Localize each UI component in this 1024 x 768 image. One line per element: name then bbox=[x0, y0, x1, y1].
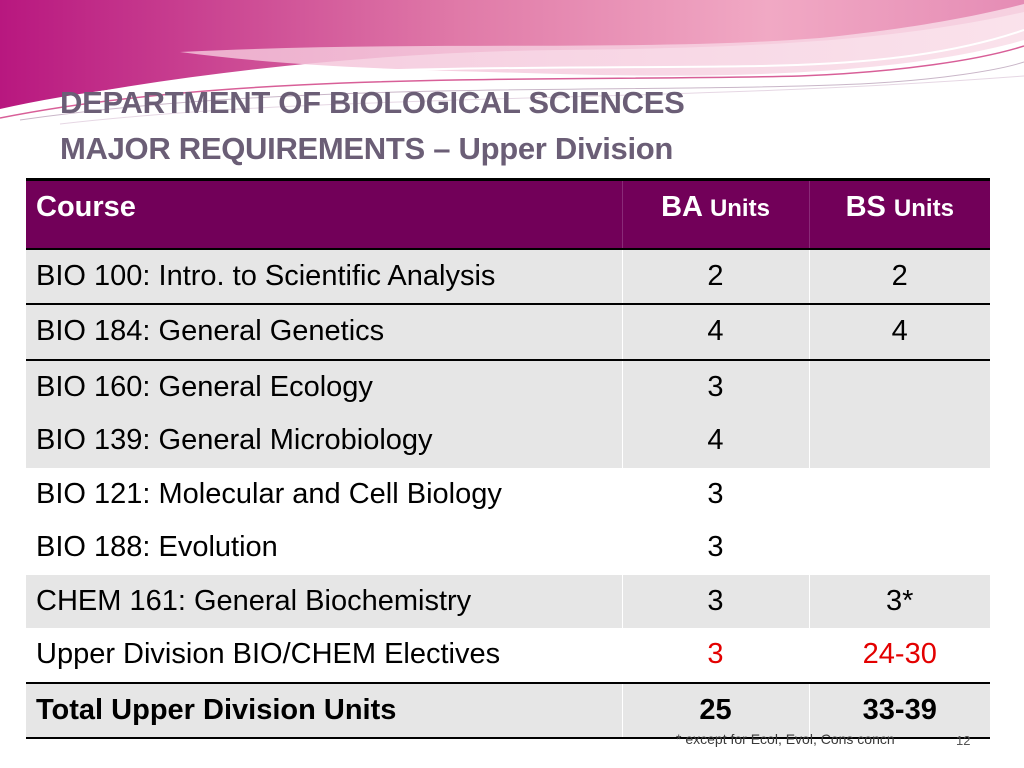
header-ba-unit: Units bbox=[709, 195, 770, 222]
table-header-row: Course BA Units BS Units bbox=[26, 179, 990, 249]
ba-units-value: 4 bbox=[621, 304, 809, 360]
header-bs-abbr: BS bbox=[845, 191, 886, 223]
bs-units-value: 3* bbox=[808, 574, 990, 628]
decorative-header-banner bbox=[0, 0, 1024, 130]
course-name: BIO 188: Evolution bbox=[36, 531, 278, 564]
header-ba-abbr: BA bbox=[661, 191, 702, 223]
ba-units-value: 3 bbox=[621, 574, 809, 628]
table-row: BIO 160: General Ecology 3 bbox=[26, 359, 990, 414]
course-name: BIO 139: General Microbiology bbox=[36, 424, 433, 457]
ba-units-value: 2 bbox=[621, 248, 809, 304]
course-name: CHEM 161: General Biochemistry bbox=[36, 584, 472, 617]
page-number: 12 bbox=[956, 733, 971, 748]
header-course: Course bbox=[36, 191, 136, 223]
total-label: Total Upper Division Units bbox=[36, 693, 397, 726]
slide-title: DEPARTMENT OF BIOLOGICAL SCIENCES MAJOR … bbox=[60, 80, 685, 172]
ba-total-value: 25 bbox=[621, 682, 809, 738]
table-row: BIO 184: General Genetics 4 4 bbox=[26, 304, 990, 360]
title-line-2-main: MAJOR REQUIREMENTS – bbox=[60, 131, 459, 166]
course-name: BIO 160: General Ecology bbox=[36, 370, 373, 403]
course-name: BIO 121: Molecular and Cell Biology bbox=[36, 477, 502, 510]
bs-units-value: 2 bbox=[808, 248, 990, 304]
table-row: BIO 188: Evolution 3 bbox=[26, 521, 990, 575]
bs-total-value: 33-39 bbox=[808, 682, 990, 738]
table-total-row: Total Upper Division Units 25 33-39 bbox=[26, 682, 990, 738]
table-row: BIO 100: Intro. to Scientific Analysis 2… bbox=[26, 248, 990, 304]
table-row: CHEM 161: General Biochemistry 3 3* bbox=[26, 574, 990, 628]
bs-units-value: 4 bbox=[808, 304, 990, 360]
title-line-1: DEPARTMENT OF BIOLOGICAL SCIENCES bbox=[60, 85, 685, 120]
bs-units-value bbox=[808, 414, 990, 468]
header-bs-unit: Units bbox=[893, 195, 954, 222]
header-bs-units: BS Units bbox=[808, 179, 990, 249]
course-name: BIO 100: Intro. to Scientific Analysis bbox=[36, 259, 496, 292]
course-name: BIO 184: General Genetics bbox=[36, 315, 385, 348]
ba-units-value: 3 bbox=[621, 521, 809, 575]
bs-units-value bbox=[808, 359, 990, 414]
table-row: BIO 139: General Microbiology 4 bbox=[26, 414, 990, 468]
title-line-2-sub: Upper Division bbox=[458, 131, 674, 166]
ba-units-value: 3 bbox=[621, 359, 809, 414]
bs-units-value bbox=[808, 467, 990, 521]
bs-units-value: 24-30 bbox=[808, 628, 990, 683]
ba-units-value: 3 bbox=[621, 628, 809, 683]
ba-units-value: 4 bbox=[621, 414, 809, 468]
ba-units-value: 3 bbox=[621, 467, 809, 521]
footnote: * except for Ecol, Evol, Cons concn bbox=[676, 731, 895, 747]
table-row: BIO 121: Molecular and Cell Biology 3 bbox=[26, 467, 990, 521]
requirements-table: Course BA Units BS Units BIO 100: Intro.… bbox=[26, 178, 990, 739]
table-row: Upper Division BIO/CHEM Electives 3 24-3… bbox=[26, 628, 990, 683]
course-name: Upper Division BIO/CHEM Electives bbox=[36, 638, 501, 671]
header-ba-units: BA Units bbox=[621, 179, 809, 249]
bs-units-value bbox=[808, 521, 990, 575]
title-line-2: MAJOR REQUIREMENTS – Upper Division bbox=[60, 126, 684, 172]
